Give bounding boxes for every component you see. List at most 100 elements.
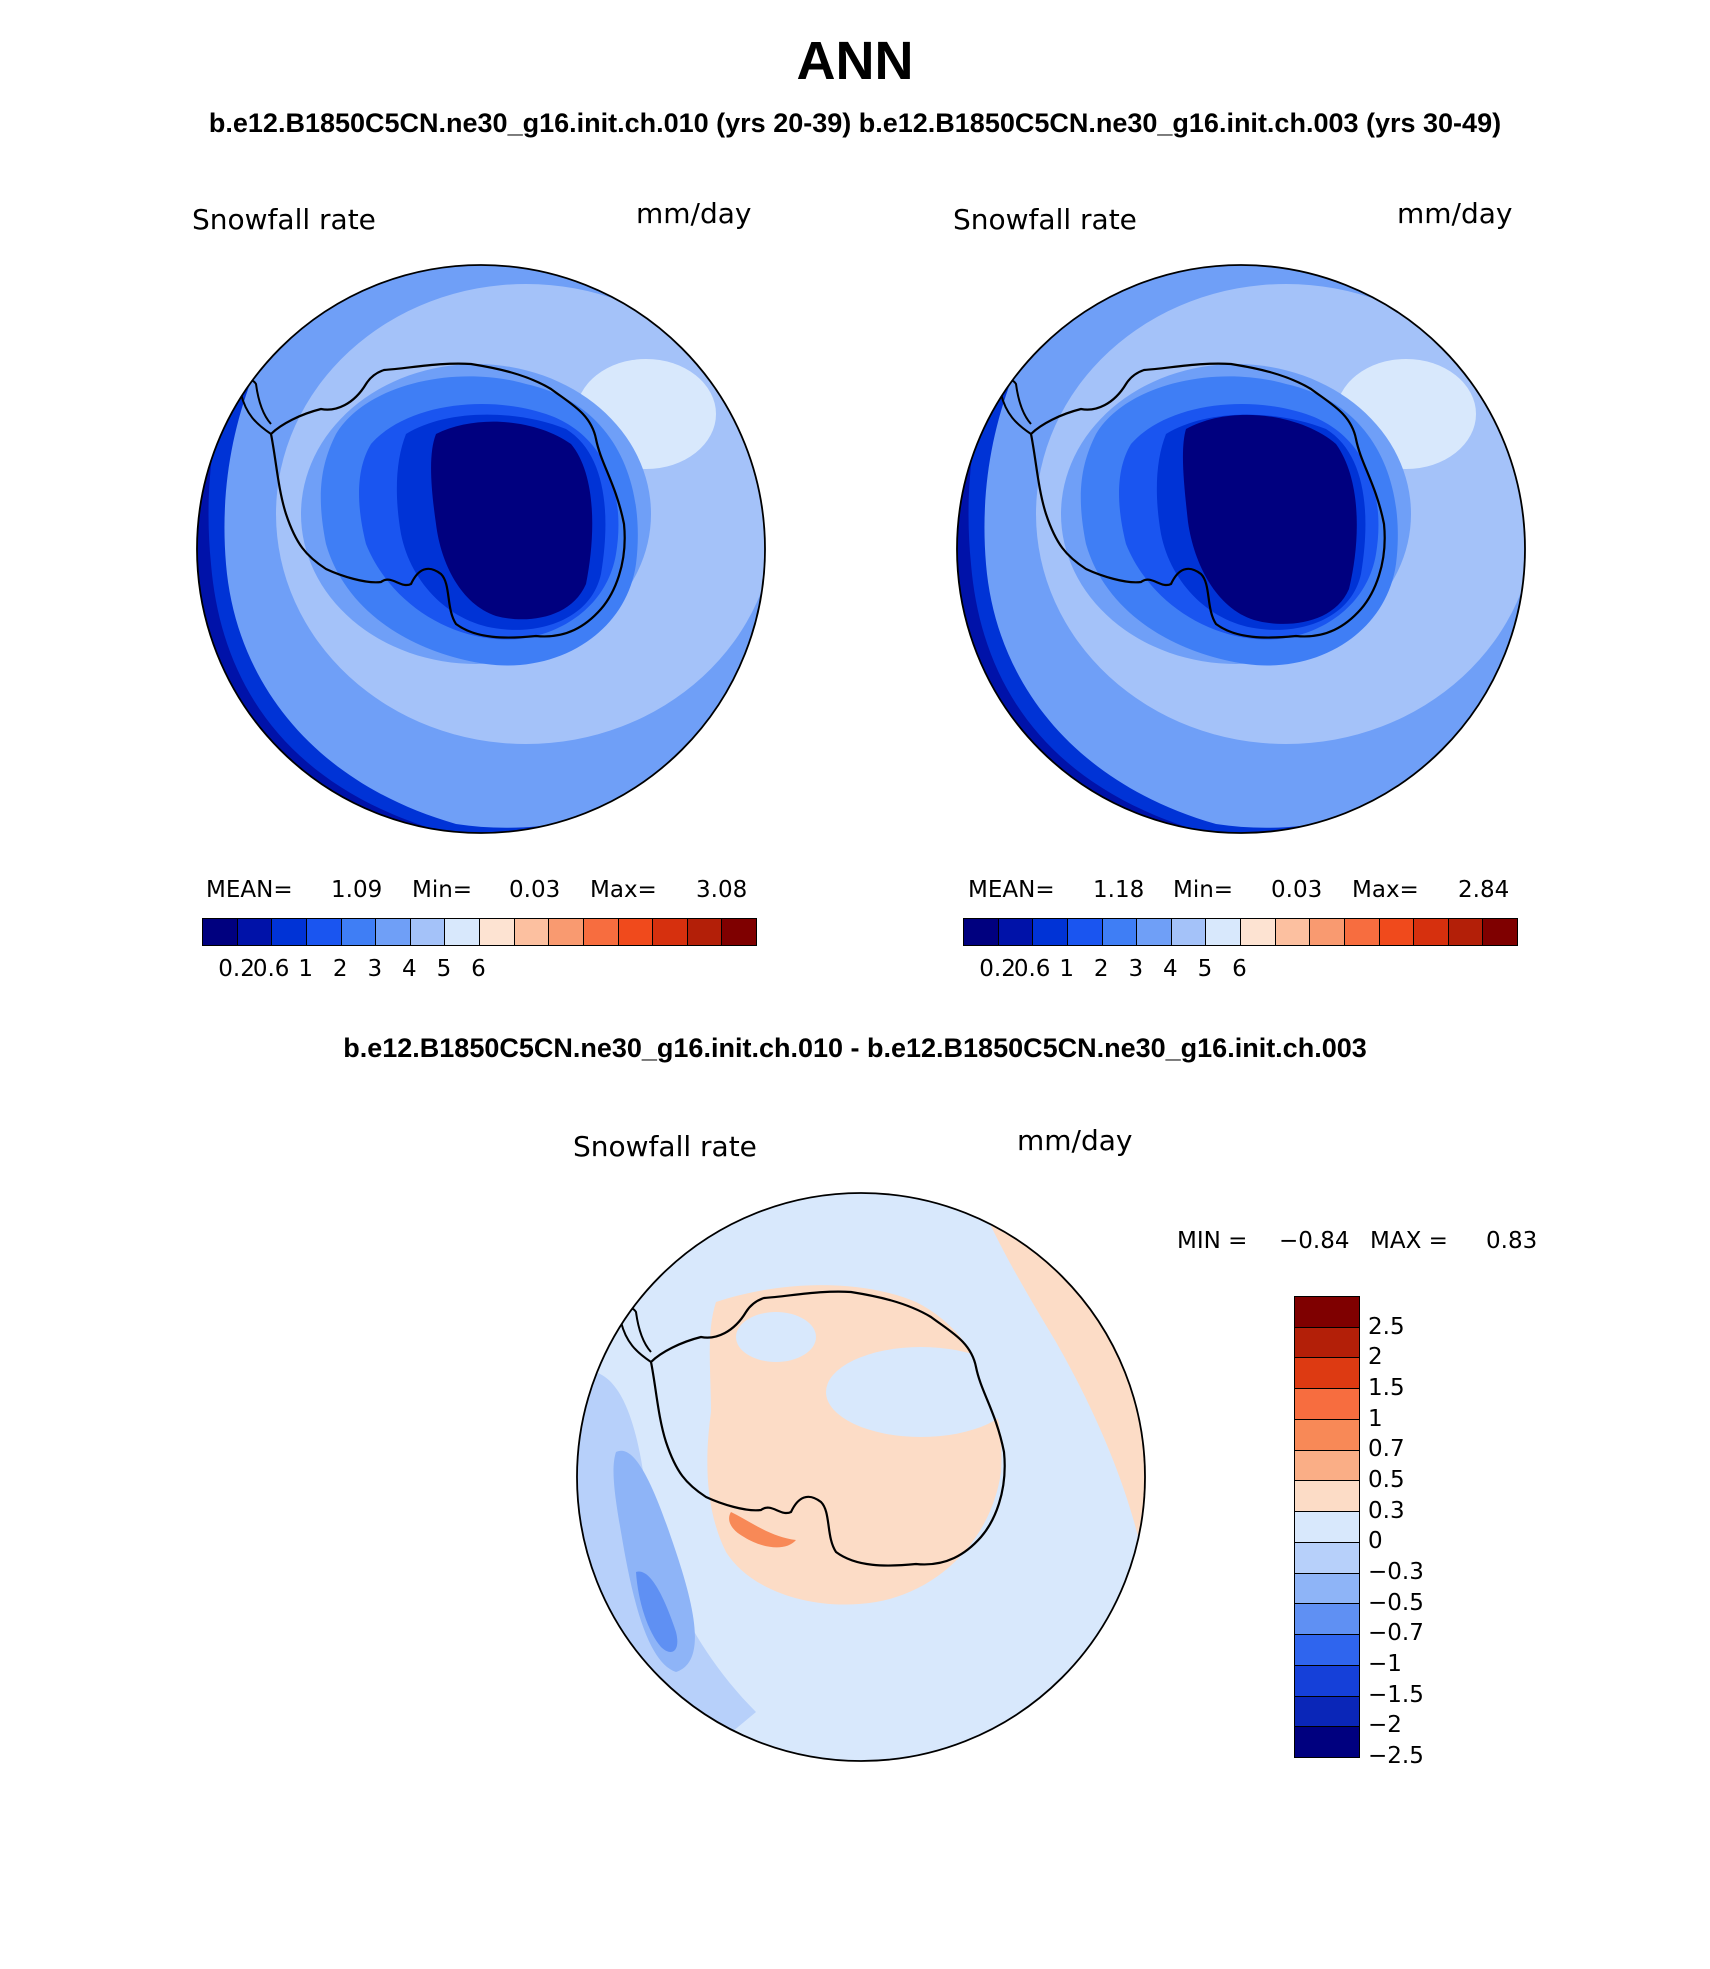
panel2-colorbar-segment (1344, 919, 1380, 945)
panel1-colorbar-tick-label: 3 (367, 956, 383, 982)
panel2-colorbar-tick-label: 3 (1128, 956, 1144, 982)
panel2-colorbar-segment (1310, 919, 1345, 945)
difference-map (576, 1192, 1146, 1762)
difference-colorbar (1294, 1296, 1360, 1758)
difference-colorbar-tick-label: 0.3 (1368, 1497, 1405, 1524)
panel2-mean-label: MEAN= (968, 877, 1055, 903)
panel2-colorbar-segment (998, 919, 1034, 945)
difference-colorbar-segment (1295, 1358, 1359, 1390)
panel2-colorbar-tick-label: 5 (1197, 956, 1213, 982)
difference-colorbar-tick-label: −1.5 (1368, 1681, 1424, 1708)
diff-units: mm/day (1017, 1124, 1133, 1157)
difference-colorbar-segment (1295, 1297, 1359, 1328)
panel1-colorbar (202, 918, 757, 946)
diff-max: 0.83 (1486, 1228, 1538, 1254)
difference-colorbar-segment (1295, 1542, 1359, 1574)
panel2-variable: Snowfall rate (953, 203, 1137, 236)
panel1-colorbar-tick-label: 5 (436, 956, 452, 982)
difference-title: b.e12.B1850C5CN.ne30_g16.init.ch.010 - b… (343, 1033, 1367, 1063)
panel1-colorbar-segment (341, 919, 377, 945)
panel2-colorbar-tick-label: 0.6 (1013, 956, 1051, 982)
panel2-max-label: Max= (1352, 877, 1419, 903)
panel1-colorbar-segment (687, 919, 723, 945)
difference-colorbar-segment (1295, 1481, 1359, 1513)
panel1-min: 0.03 (509, 877, 561, 903)
difference-colorbar-tick-label: −2 (1368, 1712, 1402, 1739)
panel2-mean: 1.18 (1093, 877, 1145, 903)
difference-colorbar-tick-label: −0.3 (1368, 1559, 1424, 1585)
panel1-min-label: Min= (412, 877, 473, 903)
difference-colorbar-tick-label: 1 (1368, 1405, 1383, 1432)
difference-colorbar-segment (1295, 1573, 1359, 1605)
panel2-colorbar-tick-label: 4 (1163, 956, 1178, 982)
difference-colorbar-segment (1295, 1635, 1359, 1666)
difference-colorbar-tick-label: 1.5 (1368, 1375, 1405, 1401)
diff-min-label: MIN = (1177, 1228, 1248, 1254)
panel1-colorbar-segment (272, 919, 307, 945)
panel2-colorbar-segment (1033, 919, 1068, 945)
difference-colorbar-tick-label: 0.7 (1368, 1436, 1405, 1463)
panel2-colorbar-tick-label: 0.2 (979, 956, 1016, 982)
panel2-min-label: Min= (1173, 877, 1234, 903)
panel2-colorbar-segment (1137, 919, 1172, 945)
panel1-colorbar-segment (237, 919, 273, 945)
difference-colorbar-tick-label: −0.7 (1368, 1620, 1424, 1647)
difference-colorbar-segment (1295, 1327, 1359, 1359)
difference-colorbar-segment (1295, 1604, 1359, 1636)
panel1-colorbar-segment (410, 919, 446, 945)
panel1-colorbar-tick-label: 6 (471, 956, 486, 982)
panel1-units: mm/day (636, 197, 752, 230)
panel2-map (956, 264, 1526, 834)
difference-colorbar-segment (1295, 1512, 1359, 1543)
panel1-colorbar-tick-label: 4 (402, 956, 417, 982)
panel1-map (196, 264, 766, 834)
panel1-colorbar-segment (376, 919, 411, 945)
panel2-colorbar-tick-label: 1 (1059, 956, 1075, 982)
panel2-colorbar-segment (1241, 919, 1276, 945)
panel1-colorbar-segment (722, 919, 756, 945)
panel1-colorbar-tick-label: 0.2 (218, 956, 255, 982)
difference-colorbar-segment (1295, 1665, 1359, 1697)
difference-colorbar-tick-label: −1 (1368, 1651, 1402, 1677)
panel1-colorbar-segment (306, 919, 342, 945)
panel1-max: 3.08 (696, 877, 748, 903)
panel1-colorbar-segment (618, 919, 654, 945)
panel1-colorbar-segment (549, 919, 584, 945)
panel1-colorbar-tick-label: 2 (332, 956, 348, 982)
panel2-colorbar-segment (1448, 919, 1484, 945)
difference-colorbar-segment (1295, 1727, 1359, 1758)
diff-min: −0.84 (1279, 1228, 1350, 1254)
panel1-colorbar-segment (583, 919, 619, 945)
panel1-mean-label: MEAN= (206, 877, 293, 903)
panel1-mean: 1.09 (331, 877, 383, 903)
panel1-colorbar-segment (445, 919, 480, 945)
panel2-colorbar-segment (1067, 919, 1103, 945)
panel2-colorbar-tick-label: 2 (1093, 956, 1109, 982)
difference-colorbar-tick-label: −2.5 (1368, 1743, 1424, 1769)
diff-variable: Snowfall rate (573, 1130, 757, 1163)
panel2-units: mm/day (1397, 197, 1513, 230)
panel1-colorbar-segment (480, 919, 515, 945)
difference-colorbar-tick-label: −0.5 (1368, 1589, 1424, 1616)
panel1-colorbar-tick-label: 1 (298, 956, 314, 982)
difference-colorbar-tick-label: 2 (1368, 1344, 1383, 1371)
difference-colorbar-tick-label: 0.5 (1368, 1467, 1405, 1493)
panel2-colorbar-tick-label: 6 (1232, 956, 1247, 982)
difference-colorbar-tick-label: 2.5 (1368, 1313, 1405, 1340)
panel1-colorbar-segment (203, 919, 238, 945)
panel2-colorbar-segment (1102, 919, 1138, 945)
panel2-colorbar-segment (1206, 919, 1241, 945)
figure-title: ANN (796, 31, 914, 91)
diff-max-label: MAX = (1370, 1228, 1448, 1254)
panel1-variable: Snowfall rate (192, 203, 376, 236)
difference-colorbar-tick-label: 0 (1368, 1528, 1383, 1555)
panel2-colorbar-segment (1275, 919, 1311, 945)
panel1-colorbar-segment (653, 919, 688, 945)
panel1-colorbar-tick-label: 0.6 (252, 956, 290, 982)
difference-colorbar-segment (1295, 1419, 1359, 1451)
panel1-colorbar-segment (514, 919, 550, 945)
difference-colorbar-segment (1295, 1389, 1359, 1420)
panel2-colorbar-segment (1379, 919, 1415, 945)
panel2-colorbar (963, 918, 1518, 946)
panel1-max-label: Max= (590, 877, 657, 903)
